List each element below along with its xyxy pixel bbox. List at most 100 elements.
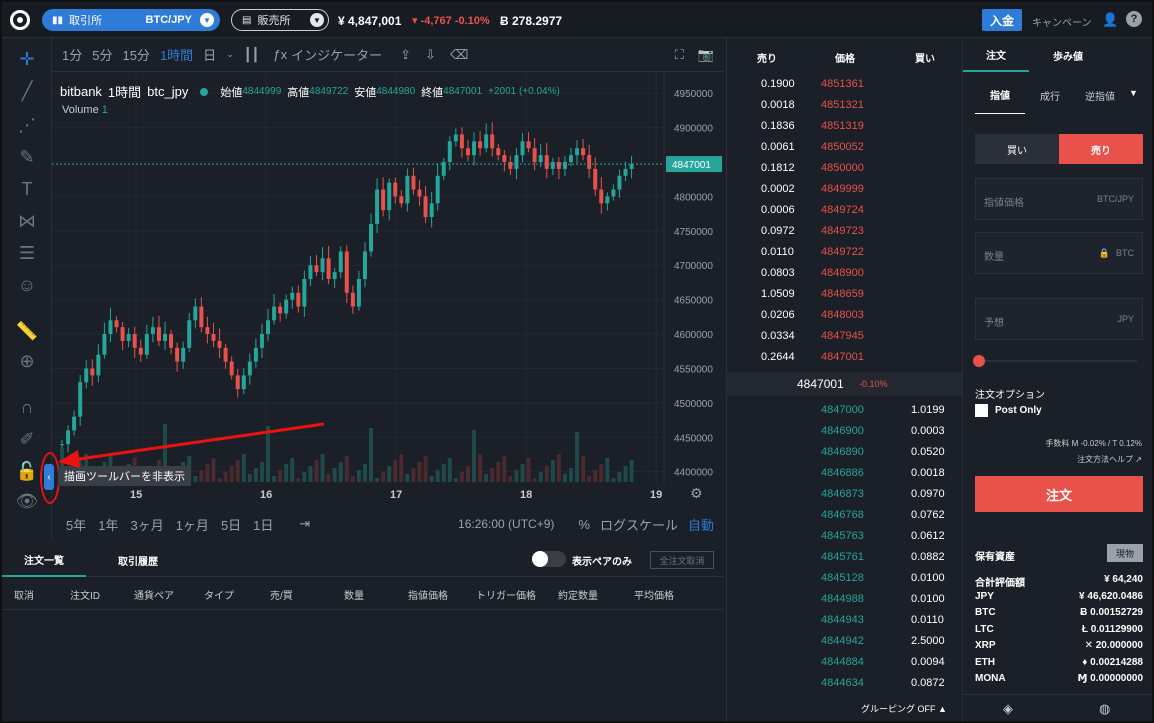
ask-row[interactable]: 0.0334 4847945 bbox=[727, 326, 963, 347]
ask-row[interactable]: 0.1900 4851361 bbox=[727, 74, 963, 95]
interval-1h[interactable]: 1時間 bbox=[159, 48, 194, 63]
sell-button[interactable]: 売り bbox=[1059, 134, 1143, 164]
buy-button[interactable]: 買い bbox=[975, 134, 1059, 164]
range-5y[interactable]: 5年 bbox=[66, 517, 87, 533]
orders-col-header[interactable]: 売/買 bbox=[270, 591, 293, 602]
emoji-icon[interactable]: ☺ bbox=[17, 274, 37, 295]
orders-col-header[interactable]: 取消 bbox=[14, 591, 34, 602]
fullscreen-icon[interactable]: ⛶ bbox=[674, 46, 684, 62]
bid-row[interactable]: 4846873 0.0970 bbox=[727, 484, 963, 505]
deposit-button[interactable]: 入金 bbox=[982, 9, 1022, 31]
limit-price-field[interactable]: 指値価格 BTC/JPY bbox=[975, 178, 1143, 220]
zoom-icon[interactable]: ⊕ bbox=[19, 350, 35, 371]
orders-col-header[interactable]: 平均価格 bbox=[634, 591, 674, 602]
bid-row[interactable]: 4846886 0.0018 bbox=[727, 463, 963, 484]
lock-icon[interactable]: 🔓 bbox=[15, 460, 39, 481]
eraser-icon[interactable]: ⌫ bbox=[449, 46, 469, 62]
help-icon[interactable]: ? bbox=[1126, 11, 1142, 27]
tab-trades[interactable]: 歩み値 bbox=[1053, 51, 1083, 63]
pitchfork-icon[interactable]: ⋰ bbox=[18, 114, 36, 135]
brush-icon[interactable]: ✎ bbox=[19, 146, 35, 167]
tab-open-orders[interactable]: 注文一覧 bbox=[2, 543, 86, 577]
range-1m[interactable]: 1ヶ月 bbox=[175, 517, 209, 533]
interval-5m[interactable]: 5分 bbox=[92, 48, 113, 63]
auto-scale-toggle[interactable]: 自動 bbox=[687, 517, 714, 533]
bid-row[interactable]: 4846768 0.0762 bbox=[727, 505, 963, 526]
ask-row[interactable]: 0.0972 4849723 bbox=[727, 221, 963, 242]
orders-col-header[interactable]: タイプ bbox=[204, 591, 234, 602]
ruler-icon[interactable]: 📏 bbox=[15, 320, 39, 341]
percent-toggle[interactable]: % bbox=[578, 516, 590, 532]
indicator-button[interactable]: インジケーター bbox=[291, 48, 383, 63]
user-icon[interactable]: 👤 bbox=[1102, 12, 1119, 27]
more-types-icon[interactable]: ▼ bbox=[1129, 88, 1138, 98]
ask-row[interactable]: 0.0061 4850052 bbox=[727, 137, 963, 158]
crosshair-icon[interactable]: ✛ bbox=[19, 48, 35, 69]
interval-15m[interactable]: 15分 bbox=[122, 48, 150, 63]
bid-row[interactable]: 4844634 0.0872 bbox=[727, 673, 963, 694]
eye-icon[interactable]: 👁 bbox=[15, 490, 39, 511]
ask-row[interactable]: 0.0018 4851321 bbox=[727, 95, 963, 116]
quantity-field[interactable]: 数量 🔒 BTC bbox=[975, 232, 1143, 274]
cancel-all-button[interactable]: 全注文取消 bbox=[650, 551, 714, 569]
estimate-field[interactable]: 予想 JPY bbox=[975, 298, 1143, 340]
candle-type-icon[interactable]: ┃┃ bbox=[243, 46, 260, 62]
ask-row[interactable]: 1.0509 4848659 bbox=[727, 284, 963, 305]
layers-icon[interactable]: ◈ bbox=[1003, 701, 1013, 716]
orders-col-header[interactable]: 通貨ペア bbox=[134, 591, 174, 602]
post-only-checkbox[interactable] bbox=[975, 404, 988, 417]
tab-order[interactable]: 注文 bbox=[963, 38, 1029, 72]
ask-row[interactable]: 0.0110 4849722 bbox=[727, 242, 963, 263]
orders-col-header[interactable]: 注文ID bbox=[70, 591, 100, 602]
spot-badge[interactable]: 現物 bbox=[1107, 544, 1143, 562]
pair-only-toggle[interactable] bbox=[532, 551, 566, 567]
orders-col-header[interactable]: 約定数量 bbox=[558, 591, 598, 602]
settings-gear-icon[interactable]: ⚙ bbox=[690, 485, 703, 501]
bid-row[interactable]: 4846890 0.0520 bbox=[727, 442, 963, 463]
interval-day[interactable]: 日 bbox=[203, 48, 217, 63]
bid-row[interactable]: 4846900 0.0003 bbox=[727, 421, 963, 442]
ask-row[interactable]: 0.0803 4848900 bbox=[727, 263, 963, 284]
pattern-icon[interactable]: ⋈ bbox=[18, 210, 36, 231]
range-1d[interactable]: 1日 bbox=[253, 517, 274, 533]
slider-handle[interactable] bbox=[973, 355, 985, 367]
fx-icon[interactable]: ƒx bbox=[273, 47, 288, 62]
hide-toolbar-button[interactable]: ‹ bbox=[44, 464, 54, 490]
text-icon[interactable]: T bbox=[21, 178, 33, 199]
bid-row[interactable]: 4844988 0.0100 bbox=[727, 589, 963, 610]
type-market[interactable]: 成行 bbox=[1040, 91, 1060, 103]
globe-icon[interactable]: ◍ bbox=[1099, 701, 1111, 716]
upload-icon[interactable]: ⇪ bbox=[400, 46, 412, 62]
type-stop[interactable]: 逆指値 bbox=[1085, 91, 1115, 103]
help-link[interactable]: 注文方法ヘルプ ↗ bbox=[1077, 454, 1142, 465]
ask-row[interactable]: 0.0206 4848003 bbox=[727, 305, 963, 326]
ask-row[interactable]: 0.0002 4849999 bbox=[727, 179, 963, 200]
grouping-toggle[interactable]: グルーピング OFF ▲ bbox=[861, 702, 947, 715]
bitbank-logo[interactable] bbox=[10, 10, 30, 30]
trendline-icon[interactable]: ╱ bbox=[21, 80, 33, 101]
campaign-link[interactable]: キャンペーン bbox=[1032, 18, 1092, 29]
bid-row[interactable]: 4845128 0.0100 bbox=[727, 568, 963, 589]
fib-icon[interactable]: ☰ bbox=[18, 242, 36, 263]
type-limit[interactable]: 指値 bbox=[975, 76, 1025, 114]
orders-col-header[interactable]: 指値価格 bbox=[408, 591, 448, 602]
price-chart[interactable]: 4950000490000048500004800000475000047000… bbox=[52, 72, 724, 484]
bid-row[interactable]: 4845763 0.0612 bbox=[727, 526, 963, 547]
bid-row[interactable]: 4845761 0.0882 bbox=[727, 547, 963, 568]
shop-selector[interactable]: ▤ 販売所 ▼ bbox=[231, 9, 329, 31]
ask-row[interactable]: 0.0006 4849724 bbox=[727, 200, 963, 221]
tab-trade-history[interactable]: 取引履歴 bbox=[118, 556, 158, 568]
magnet-icon[interactable]: ∩ bbox=[20, 396, 34, 417]
exchange-selector[interactable]: ▮▮ 取引所 BTC/JPY ▼ bbox=[42, 9, 220, 31]
range-5d[interactable]: 5日 bbox=[220, 517, 242, 533]
orders-col-header[interactable]: トリガー価格 bbox=[476, 591, 536, 602]
interval-1m[interactable]: 1分 bbox=[62, 48, 83, 63]
range-3m[interactable]: 3ヶ月 bbox=[130, 517, 164, 533]
ask-row[interactable]: 0.1836 4851319 bbox=[727, 116, 963, 137]
download-icon[interactable]: ⇩ bbox=[425, 46, 436, 62]
log-scale-toggle[interactable]: ログスケール bbox=[599, 517, 678, 533]
bid-row[interactable]: 4847000 1.0199 bbox=[727, 400, 963, 421]
range-1y[interactable]: 1年 bbox=[98, 517, 119, 533]
amount-slider[interactable] bbox=[973, 355, 1137, 367]
ask-row[interactable]: 0.2644 4847001 bbox=[727, 347, 963, 368]
